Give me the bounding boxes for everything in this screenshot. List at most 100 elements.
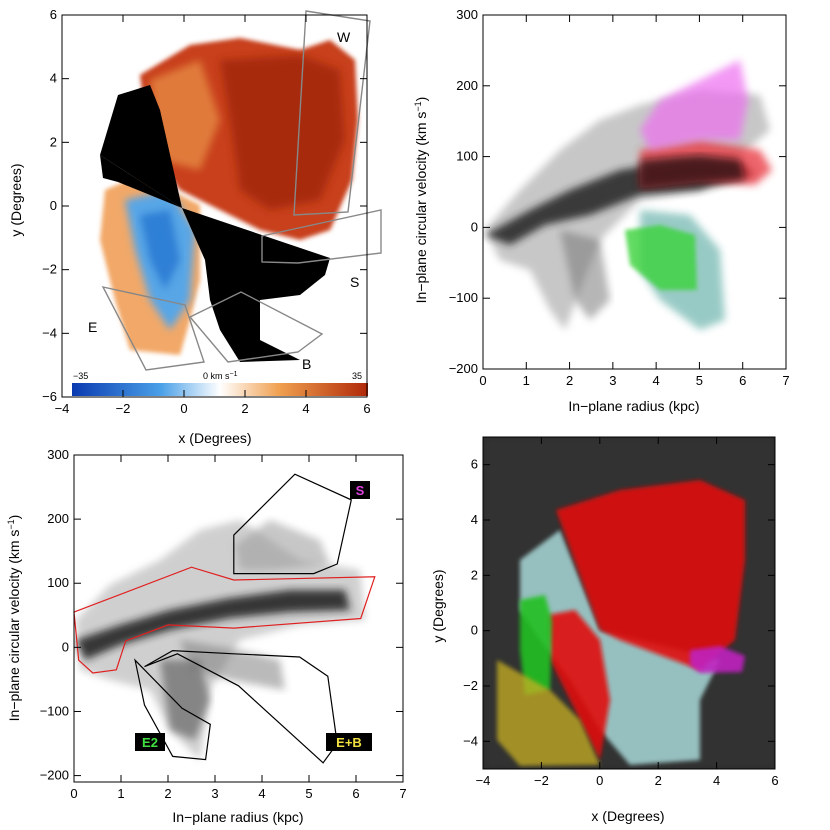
y-tick-label: 100 bbox=[47, 575, 69, 590]
y-tick-label: 2 bbox=[50, 134, 57, 149]
x-tick-label: 3 bbox=[609, 373, 616, 388]
x-tick-label: 0 bbox=[596, 773, 603, 788]
tag-E+B-bg bbox=[326, 733, 372, 751]
ticks: −4 −2 0 2 4 6 −4 −2 0 2 4 6 bbox=[463, 437, 779, 788]
x-tick-label: 6 bbox=[352, 786, 359, 801]
y-tick-label: 6 bbox=[50, 7, 57, 22]
tag-E2: E2 bbox=[142, 735, 158, 750]
velocity-map-panel: W S E B −35 0 km s−1 35 −4 −2 0 2 4 6−6−4−202… bbox=[8, 7, 382, 446]
y-tick-label: −2 bbox=[42, 262, 57, 277]
y-tick-label: 0 bbox=[62, 639, 69, 654]
tag-S-bg bbox=[350, 481, 370, 499]
x-tick-label: 6 bbox=[739, 373, 746, 388]
layer-E+B bbox=[497, 660, 600, 766]
y-tick-label: 6 bbox=[471, 457, 478, 472]
region-B-outline bbox=[188, 291, 324, 363]
layer-approaching bbox=[520, 530, 720, 765]
x-tick-label: 2 bbox=[566, 373, 573, 388]
x-tick-label: 0 bbox=[180, 401, 187, 416]
y-tick-label: −100 bbox=[40, 703, 69, 718]
x-tick-label: −4 bbox=[55, 401, 70, 416]
rotation-curve-panel: 0 1 2 3 4 5 6 7 −200 −100 0 100 200 300 In−plane radi… bbox=[413, 7, 790, 414]
tag-E2-bg bbox=[135, 733, 165, 751]
x-tick-label: 1 bbox=[117, 786, 124, 801]
y-axis-label: In−plane circular velocity (km s−1) bbox=[413, 97, 429, 304]
region-W-outline bbox=[293, 10, 371, 216]
region-E+B-outline bbox=[144, 649, 338, 764]
y-tick-label: 0 bbox=[471, 623, 478, 638]
x-tick-label: 4 bbox=[302, 401, 309, 416]
region-outlines bbox=[73, 473, 376, 764]
region-label-W: W bbox=[337, 29, 351, 45]
scatter-points bbox=[76, 520, 365, 760]
tag-S: S bbox=[356, 483, 365, 498]
region-E2-outline bbox=[134, 658, 211, 761]
series-E2-cloud bbox=[625, 225, 697, 290]
y-tick-label: −6 bbox=[42, 389, 57, 404]
x-tick-label: 6 bbox=[771, 773, 778, 788]
region-label-S: S bbox=[350, 274, 359, 290]
x-axis-label: x (Degrees) bbox=[591, 808, 664, 824]
x-tick-label: 0 bbox=[70, 786, 77, 801]
x-tick-label: 2 bbox=[655, 773, 662, 788]
x-tick-label: 7 bbox=[782, 373, 789, 388]
x-tick-label: 5 bbox=[305, 786, 312, 801]
velocity-map-image bbox=[100, 38, 358, 362]
masked-wedge bbox=[100, 155, 182, 208]
y-tick-label: −200 bbox=[40, 768, 69, 783]
composite-map-panel: −4 −2 0 2 4 6 −4 −2 0 2 4 6 x (Degrees) y (Degrees) bbox=[430, 436, 779, 824]
composite-map-image bbox=[483, 437, 775, 769]
y-tick-label: −4 bbox=[42, 325, 57, 340]
colorbar-mid-label: 0 km s−1 bbox=[203, 371, 238, 381]
x-tick-label: −2 bbox=[116, 401, 131, 416]
x-tick-label: 3 bbox=[211, 786, 218, 801]
region-label-E: E bbox=[88, 319, 97, 335]
layer-S bbox=[690, 646, 745, 673]
y-tick-label: 300 bbox=[47, 447, 69, 462]
region-label-B: B bbox=[302, 356, 311, 372]
y-tick-label: −200 bbox=[449, 361, 478, 376]
y-tick-label: −2 bbox=[463, 678, 478, 693]
x-tick-label: 2 bbox=[241, 401, 248, 416]
scatter-points bbox=[485, 60, 772, 330]
x-axis-label: In−plane radius (kpc) bbox=[568, 398, 699, 414]
y-tick-label: −4 bbox=[463, 733, 478, 748]
y-axis-label: y (Degrees) bbox=[430, 569, 446, 642]
axes-frame bbox=[482, 436, 776, 770]
x-axis-label: In−plane radius (kpc) bbox=[172, 809, 303, 825]
y-tick-label: −100 bbox=[449, 290, 478, 305]
x-tick-label: 7 bbox=[399, 786, 406, 801]
axes-frame bbox=[73, 454, 404, 783]
y-tick-label: 100 bbox=[456, 149, 478, 164]
region-S-outline bbox=[233, 473, 352, 575]
region-W-outline bbox=[73, 566, 376, 674]
region-E-outline bbox=[101, 285, 205, 371]
x-tick-label: 0 bbox=[479, 373, 486, 388]
y-axis-label: y (Degrees) bbox=[8, 163, 24, 236]
x-tick-label: −2 bbox=[534, 773, 549, 788]
y-tick-label: 200 bbox=[47, 511, 69, 526]
tag-E+B: E+B bbox=[336, 735, 362, 750]
x-tick-label: 6 bbox=[363, 401, 370, 416]
x-tick-label: 4 bbox=[653, 373, 660, 388]
x-tick-label: 1 bbox=[523, 373, 530, 388]
layer-W bbox=[556, 480, 745, 670]
ticks: 0 1 2 3 4 5 6 7 −200 −100 0 100 200 300 bbox=[449, 7, 790, 388]
y-axis-label: In−plane circular velocity (km s−1) bbox=[6, 515, 22, 722]
series-S-cloud bbox=[640, 60, 748, 150]
y-tick-label: 2 bbox=[471, 567, 478, 582]
y-tick-label: 300 bbox=[456, 7, 478, 22]
selection-regions-panel: 0 1 2 3 4 5 6 7 −200 −100 0 100 200 300 S E2 E+B In−p… bbox=[6, 447, 407, 825]
y-tick-label: 0 bbox=[471, 219, 478, 234]
y-tick-label: 0 bbox=[50, 198, 57, 213]
x-tick-label: −4 bbox=[476, 773, 491, 788]
y-tick-label: 4 bbox=[471, 512, 478, 527]
x-tick-label: 2 bbox=[164, 786, 171, 801]
colorbar bbox=[72, 383, 368, 396]
x-tick-label: 4 bbox=[713, 773, 720, 788]
y-tick-label: 200 bbox=[456, 78, 478, 93]
region-S-outline bbox=[261, 209, 382, 264]
y-tick-label: 4 bbox=[50, 71, 57, 86]
